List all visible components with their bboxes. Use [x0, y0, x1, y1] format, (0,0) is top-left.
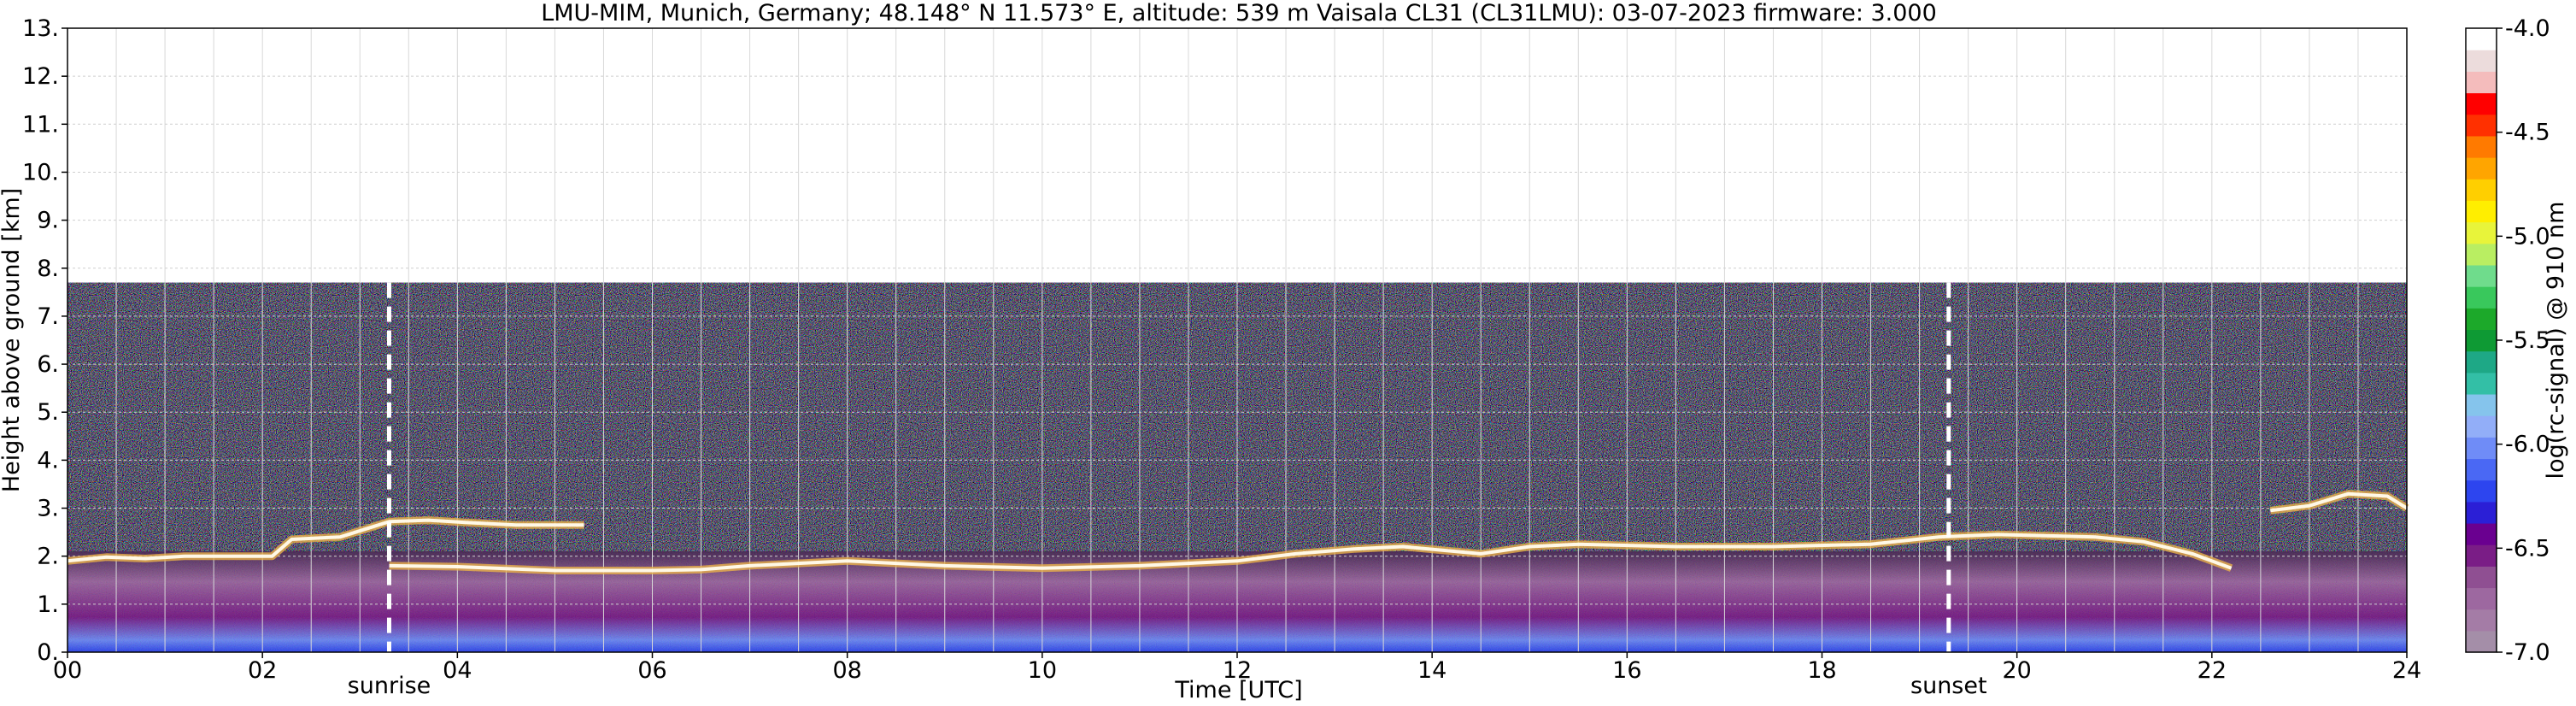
colorbar-band — [2466, 243, 2497, 266]
x-tick-label: 16 — [1612, 657, 1641, 684]
colorbar-ticks: -4.0 -4.5 -5.0 -5.5 -6.0 -6.5 -7.0 — [2497, 15, 2550, 666]
colorbar-band — [2466, 28, 2497, 50]
y-tick-label: 1. — [37, 591, 59, 618]
y-tick-label: 7. — [37, 303, 59, 330]
y-tick-label: 11. — [22, 111, 59, 138]
colorbar-band — [2466, 479, 2497, 503]
colorbar-band — [2466, 458, 2497, 481]
colorbar-band — [2466, 544, 2497, 567]
colorbar-band — [2466, 437, 2497, 460]
cloud-layer-line — [389, 532, 2233, 573]
colorbar: -4.0 -4.5 -5.0 -5.5 -6.0 -6.5 -7.0 log(rc-sign… — [2465, 15, 2569, 666]
x-axis-label: Time [UTC] — [1174, 677, 1302, 703]
colorbar-tick-label: -7.0 — [2505, 639, 2550, 666]
colorbar-tick-label: -6.5 — [2505, 535, 2550, 562]
x-tick-label: 08 — [832, 657, 861, 684]
colorbar-band — [2466, 114, 2497, 137]
colorbar-band — [2466, 350, 2497, 374]
colorbar-band — [2466, 566, 2497, 589]
colorbar-tick-label: -5.0 — [2505, 223, 2550, 250]
colorbar-band — [2466, 221, 2497, 244]
colorbar-tick-label: -6.0 — [2505, 432, 2550, 458]
colorbar-band — [2466, 501, 2497, 524]
sun-event-label: sunrise — [348, 673, 431, 699]
colorbar-tick-label: -5.5 — [2505, 327, 2550, 354]
x-tick-label: 10 — [1028, 657, 1057, 684]
y-tick-label: 0. — [37, 639, 59, 666]
y-tick-label: 10. — [22, 159, 59, 185]
colorbar-band — [2466, 157, 2497, 179]
colorbar-band — [2466, 630, 2497, 653]
colorbar-band — [2466, 522, 2497, 545]
x-tick-label: 12 — [1223, 657, 1252, 684]
cloud-layer-line — [67, 518, 584, 563]
colorbar-tick-label: -4.0 — [2505, 15, 2550, 42]
y-tick-label: 12. — [22, 63, 59, 90]
colorbar-band — [2466, 135, 2497, 158]
y-tick-label: 4. — [37, 447, 59, 474]
y-tick-label: 2. — [37, 544, 59, 570]
cloud-layer-line — [2270, 491, 2409, 513]
colorbar-band — [2466, 264, 2497, 287]
y-tick-label: 13. — [22, 15, 59, 42]
x-tick-label: 20 — [2002, 657, 2031, 684]
colorbar-band — [2466, 92, 2497, 115]
x-tick-label: 14 — [1417, 657, 1446, 684]
colorbar-band — [2466, 179, 2497, 201]
colorbar-band — [2466, 200, 2497, 223]
y-tick-label: 8. — [37, 256, 59, 282]
colorbar-band — [2466, 286, 2497, 309]
colorbar-band — [2466, 415, 2497, 438]
x-tick-label: 00 — [53, 657, 82, 684]
colorbar-band — [2466, 50, 2497, 72]
x-axis: 00 02 04 06 08 10 12 14 16 18 20 22 24 — [53, 652, 2421, 684]
cloud-layers — [67, 490, 2409, 574]
colorbar-band — [2466, 372, 2497, 395]
colorbar-band — [2466, 308, 2497, 331]
x-tick-label: 22 — [2198, 657, 2227, 684]
x-tick-label: 18 — [1807, 657, 1836, 684]
x-tick-label: 24 — [2392, 657, 2421, 684]
colorbar-band — [2466, 71, 2497, 94]
colorbar-band — [2466, 609, 2497, 632]
colorbar-band — [2466, 587, 2497, 610]
colorbar-band — [2466, 393, 2497, 416]
sun-events — [386, 282, 1951, 652]
x-tick-label: 06 — [637, 657, 666, 684]
sun-event-label: sunset — [1910, 673, 1987, 699]
colorbar-tick-label: -4.5 — [2505, 120, 2550, 146]
y-tick-label: 3. — [37, 496, 59, 522]
y-tick-label: 9. — [37, 208, 59, 234]
colorbar-bands — [2466, 28, 2497, 653]
y-axis: 0. 1. 2. 3. 4. 5. 6. 7. 8. 9. 10. 11. 12. 13. — [22, 15, 67, 666]
y-axis-label: Height above ground [km] — [0, 188, 25, 492]
x-tick-label: 02 — [248, 657, 277, 684]
colorbar-label: log(rc-signal) @ 910 nm — [2543, 202, 2569, 479]
y-tick-label: 5. — [37, 399, 59, 426]
colorbar-band — [2466, 329, 2497, 352]
chart-title: LMU-MIM, Munich, Germany; 48.148° N 11.5… — [541, 0, 1937, 26]
x-tick-label: 04 — [443, 657, 472, 684]
plot-area — [67, 27, 2409, 653]
y-tick-label: 6. — [37, 351, 59, 378]
